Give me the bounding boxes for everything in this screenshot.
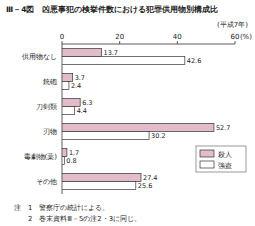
data-label: 3.7 xyxy=(75,74,85,82)
legend-box xyxy=(196,146,246,172)
bar xyxy=(62,182,136,190)
bar xyxy=(62,107,75,115)
category-label: 刃物 xyxy=(43,128,57,136)
data-label: 4.4 xyxy=(77,107,87,115)
data-label: 0.8 xyxy=(66,157,76,165)
data-label: 27.4 xyxy=(143,174,157,182)
bar xyxy=(62,82,69,90)
subtitle: (平成7年) xyxy=(217,21,248,29)
legend-swatch xyxy=(200,161,214,168)
legend-swatch xyxy=(200,150,214,157)
data-label: 30.2 xyxy=(151,132,165,140)
legend-label: 殺人 xyxy=(218,151,232,159)
x-tick xyxy=(235,41,236,44)
y-axis xyxy=(62,44,63,194)
x-tick-label: 20 xyxy=(115,33,124,41)
note: 注 1 警察庁の統計による。 xyxy=(14,204,109,212)
x-tick xyxy=(119,41,120,44)
category-label: 供用物なし xyxy=(22,53,57,61)
category-label: 銃砲 xyxy=(43,78,57,86)
note: 2 巻末資料Ⅲ－5の注2・3に同じ。 xyxy=(14,215,141,223)
bar xyxy=(62,99,80,107)
bar xyxy=(62,49,102,57)
bar xyxy=(62,149,67,157)
x-axis xyxy=(62,44,235,45)
category-label: 毒劇物(薬) xyxy=(24,153,58,161)
x-tick-label: 40 xyxy=(173,33,182,41)
category-label: 刀剣類 xyxy=(36,103,57,111)
x-tick-label: 60 xyxy=(231,33,240,41)
data-label: 1.7 xyxy=(69,149,79,157)
x-label: (%) xyxy=(240,33,252,41)
bar xyxy=(62,74,73,82)
data-label: 13.7 xyxy=(104,49,118,57)
data-label: 2.4 xyxy=(71,82,81,90)
bars xyxy=(62,49,214,190)
bar xyxy=(62,132,149,140)
x-tick xyxy=(177,41,178,44)
data-label: 25.6 xyxy=(138,182,152,190)
data-label: 52.7 xyxy=(216,124,230,132)
title: Ⅲ－4図 凶悪事犯の検挙件数における犯罪供用物別構成比 xyxy=(6,5,218,14)
data-label: 42.6 xyxy=(187,57,201,65)
x-tick xyxy=(62,41,63,44)
bar xyxy=(62,174,141,182)
data-label: 6.3 xyxy=(82,99,92,107)
bar xyxy=(62,124,214,132)
x-tick-label: 0 xyxy=(60,33,64,41)
bar xyxy=(62,157,64,165)
legend-label: 強盗 xyxy=(218,162,232,170)
category-label: その他 xyxy=(36,178,57,186)
bar xyxy=(62,57,185,65)
